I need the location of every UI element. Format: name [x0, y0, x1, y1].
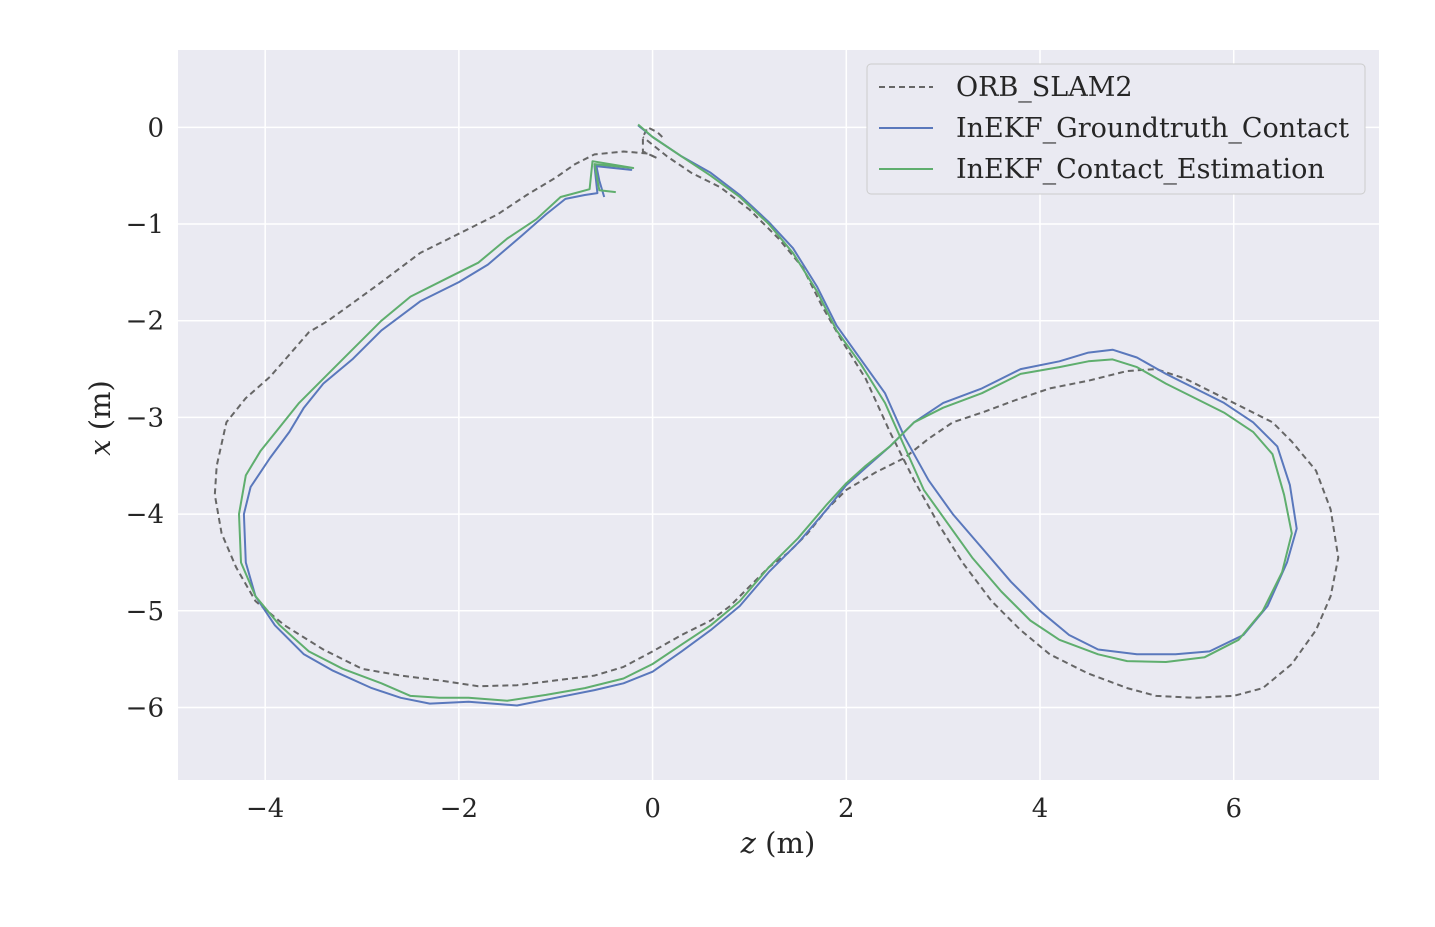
legend: ORB_SLAM2 InEKF_Groundtruth_Contact InEK… [866, 63, 1366, 195]
y-axis-var: x [83, 440, 117, 456]
x-tick-label: 6 [1225, 794, 1242, 824]
x-axis-unit: (m) [756, 826, 815, 860]
series-line-1 [242, 124, 1298, 707]
series-line-2 [238, 123, 1293, 702]
x-axis-var: z [740, 826, 757, 860]
legend-label-contact-estimation: InEKF_Contact_Estimation [956, 154, 1325, 185]
x-tick-label: 2 [838, 794, 855, 824]
x-axis-title: z (m) [740, 826, 816, 860]
series-lines [213, 123, 1340, 707]
legend-box [866, 63, 1366, 195]
y-tick-label: −2 [126, 307, 164, 337]
y-tick-label: −6 [126, 693, 164, 723]
y-tick-label: 0 [147, 113, 164, 143]
y-axis-title: x (m) [83, 380, 117, 456]
x-tick-label: −4 [246, 794, 284, 824]
x-tick-label: −2 [440, 794, 478, 824]
x-tick-label: 0 [644, 794, 661, 824]
x-tick-label: 4 [1032, 794, 1049, 824]
y-tick-label: −3 [126, 403, 164, 433]
legend-label-orb-slam2: ORB_SLAM2 [956, 72, 1133, 103]
y-tick-label: −4 [126, 500, 164, 530]
series-line-0 [213, 126, 1340, 699]
legend-label-groundtruth: InEKF_Groundtruth_Contact [956, 113, 1349, 144]
y-tick-label: −1 [126, 210, 164, 240]
y-tick-label: −5 [126, 597, 164, 627]
tick-labels: −4 −2 0 2 4 6 0 −1 −2 −3 −4 −5 −6 [126, 113, 1242, 824]
y-axis-unit: (m) [83, 380, 117, 439]
